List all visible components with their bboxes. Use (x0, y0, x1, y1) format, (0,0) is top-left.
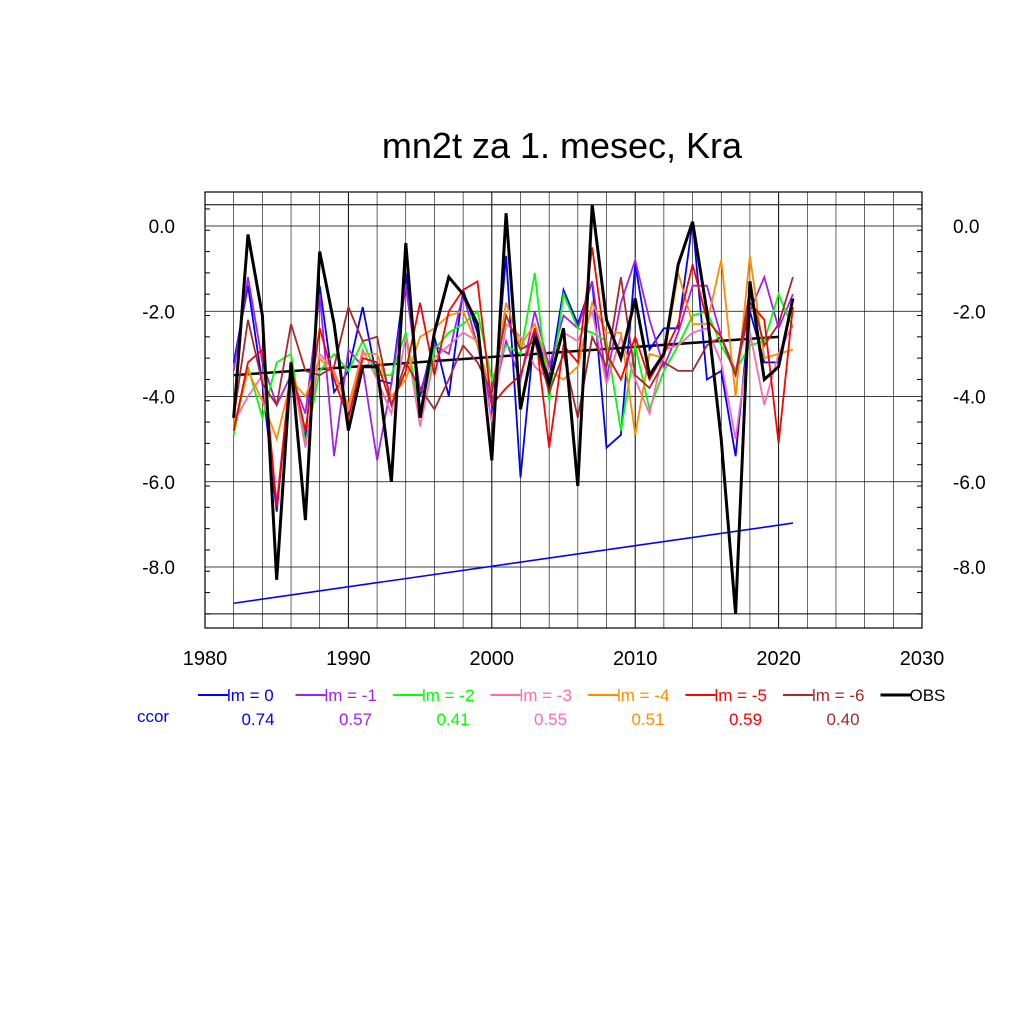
y-tick-label-right: -6.0 (953, 473, 986, 494)
x-tick-label: 1980 (183, 648, 228, 670)
series-line-obs (232, 204, 795, 615)
trend-line (233, 522, 794, 605)
legend-label: lm = 0 (227, 686, 274, 705)
legend-label: lm = -1 (325, 686, 377, 705)
x-tick-label: 2000 (470, 648, 515, 670)
y-tick-label-right: -8.0 (953, 558, 986, 579)
y-tick-label-left: -2.0 (142, 302, 175, 323)
y-tick-label-left: -8.0 (142, 558, 175, 579)
ccor-value: 0.74 (241, 710, 274, 729)
series-line-lm-0 (232, 221, 794, 512)
y-tick-label-left: -4.0 (142, 388, 175, 409)
x-tick-label: 2020 (756, 648, 801, 670)
series-line-lm-6 (232, 276, 794, 418)
ccor-value: 0.51 (631, 710, 664, 729)
series-line-lm-1 (232, 256, 794, 461)
legend-label: OBS (910, 686, 946, 705)
y-tick-label-right: -2.0 (953, 302, 986, 323)
ccor-value: 0.40 (826, 710, 859, 729)
trend-lines (233, 335, 794, 605)
y-tick-label-left: 0.0 (149, 217, 175, 238)
chart-title: mn2t za 1. mesec, Kra (382, 125, 743, 166)
x-tick-label: 1990 (326, 648, 371, 670)
series-line-lm-5 (232, 247, 794, 508)
legend-label: lm = -2 (422, 686, 474, 705)
axes: 0.0 0.0 -2.0 -2.0 -4.0 -4.0 -6.0 -6.0 -8.0 -8.0 19… (142, 191, 986, 670)
legend-label: lm = -3 (520, 686, 572, 705)
y-tick-label-right: 0.0 (953, 217, 979, 238)
ccor-label: ccor (137, 707, 169, 726)
plot-frame (204, 191, 923, 629)
legend-label: lm = -5 (715, 686, 767, 705)
x-tick-label: 2030 (900, 648, 945, 670)
legend-label: lm = -4 (617, 686, 669, 705)
y-tick-label-left: -6.0 (142, 473, 175, 494)
x-tick-label: 2010 (613, 648, 658, 670)
ccor-value: 0.57 (339, 710, 372, 729)
ccor-value: 0.41 (436, 710, 469, 729)
legend-label: lm = -6 (812, 686, 864, 705)
ccor-value: 0.55 (534, 710, 567, 729)
y-tick-label-right: -4.0 (953, 388, 986, 409)
trend-line (233, 335, 779, 377)
legend: ccor lm = 0 0.74 lm = -1 0.57 lm = -2 0.41 lm =… (137, 686, 945, 729)
series-lines (232, 204, 795, 615)
ccor-value: 0.59 (729, 710, 762, 729)
